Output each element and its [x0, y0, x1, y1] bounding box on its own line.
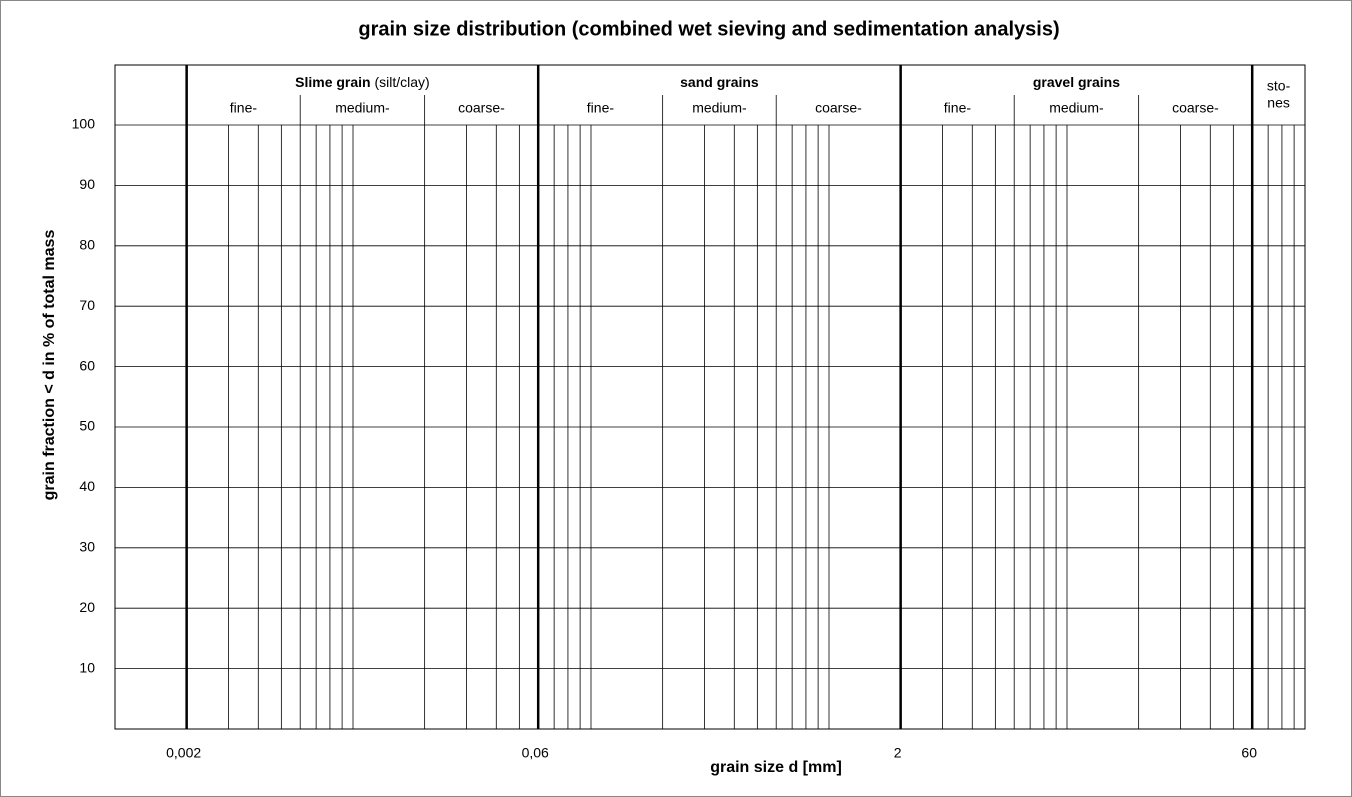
fraction-part-label: fine- [587, 100, 615, 116]
y-tick-label: 90 [79, 176, 95, 192]
fraction-part-label: medium- [335, 100, 390, 116]
y-axis-label: grain fraction < d in % of total mass [41, 230, 58, 501]
fraction-part-label: coarse- [458, 100, 505, 116]
fraction-name: Slime grain [295, 74, 370, 90]
y-tick-label: 50 [79, 418, 95, 434]
y-tick-label: 30 [79, 539, 95, 555]
y-tick-label: 60 [79, 357, 95, 373]
fraction-name: gravel grains [1033, 74, 1120, 90]
fraction-name: sand grains [680, 74, 759, 90]
fraction-part-label: medium- [1049, 100, 1104, 116]
y-tick-label: 100 [72, 116, 96, 132]
x-tick-label: 0,06 [522, 745, 549, 761]
plot-frame [114, 64, 1306, 730]
fraction-note: (silt/clay) [374, 74, 429, 90]
y-tick-label: 70 [79, 297, 95, 313]
fraction-label: gravel grains [1033, 74, 1120, 90]
x-axis-label: grain size d [mm] [710, 759, 842, 776]
fraction-part-label: fine- [944, 100, 972, 116]
x-tick-label: 60 [1241, 745, 1257, 761]
fraction-label: sto- [1267, 78, 1291, 94]
fraction-label: sand grains [680, 74, 759, 90]
x-tick-label: 0,002 [166, 745, 201, 761]
fraction-part-label: fine- [230, 100, 258, 116]
fraction-part-label: medium- [692, 100, 747, 116]
fraction-part-label: coarse- [815, 100, 862, 116]
x-tick-label: 2 [894, 745, 902, 761]
y-tick-label: 20 [79, 599, 95, 615]
chart-title: grain size distribution (combined wet si… [358, 18, 1059, 40]
fraction-label: nes [1267, 95, 1290, 111]
y-tick-label: 10 [79, 659, 95, 675]
y-tick-label: 80 [79, 237, 95, 253]
fraction-label: Slime grain (silt/clay) [295, 74, 430, 90]
fraction-part-label: coarse- [1172, 100, 1219, 116]
y-tick-label: 40 [79, 478, 95, 494]
